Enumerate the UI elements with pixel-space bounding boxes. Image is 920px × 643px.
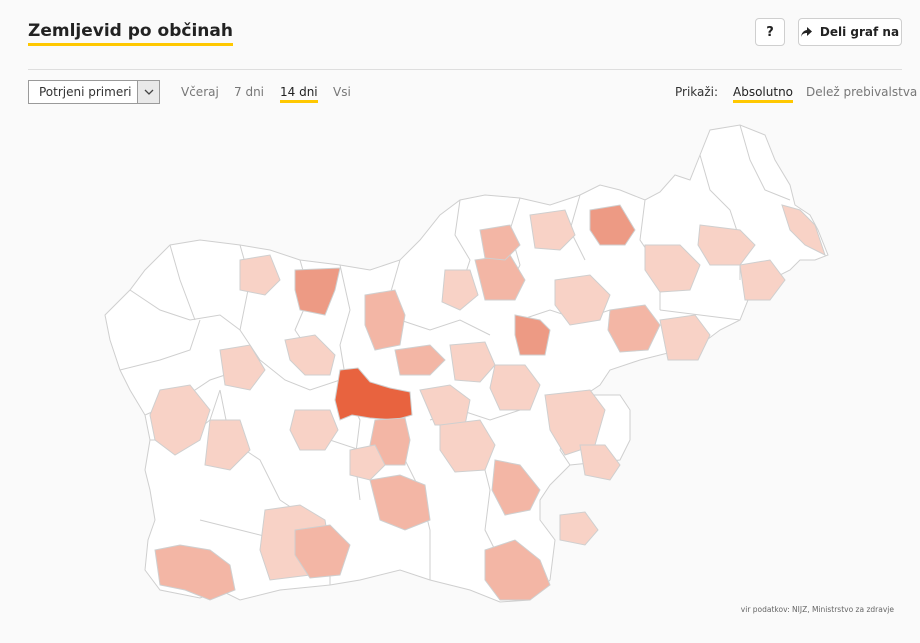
header-divider xyxy=(28,69,902,70)
period-tab-7-days[interactable]: 7 dni xyxy=(234,85,265,99)
region-rogaska xyxy=(659,314,711,361)
region-nova-gorica xyxy=(149,384,211,456)
region-kranj xyxy=(294,267,341,316)
period-tab-yesterday[interactable]: Včeraj xyxy=(181,85,219,99)
region-koper xyxy=(154,544,236,601)
region-ravne xyxy=(479,224,521,261)
mode-tab-population-share[interactable]: Delež prebivalstva xyxy=(806,85,918,99)
region-novo-mesto xyxy=(491,459,541,516)
period-tab-all[interactable]: Vsi xyxy=(333,85,351,99)
region-ilirska-bistrica xyxy=(294,524,351,579)
region-lasko xyxy=(489,364,541,411)
metric-select-value: Potrjeni primeri xyxy=(39,85,132,99)
region-grosuplje xyxy=(369,417,411,466)
region-skofja-loka xyxy=(284,334,336,376)
region-ajdovscina xyxy=(219,344,266,391)
region-cerknica xyxy=(349,444,386,481)
help-button[interactable]: ? xyxy=(755,18,785,46)
data-source: vir podatkov: NIJZ, Ministrstvo za zdrav… xyxy=(740,605,894,614)
region-ljubljana xyxy=(334,367,413,421)
region-murska-sobota xyxy=(781,204,826,256)
share-arrow-icon xyxy=(800,27,812,37)
share-button-label: Deli graf na xyxy=(819,25,900,39)
region-idrija xyxy=(204,419,251,471)
region-kamnik xyxy=(364,289,406,351)
region-slovenske-konjice xyxy=(554,274,611,326)
municipality-map xyxy=(104,124,829,603)
region-jesenice xyxy=(441,269,479,311)
municipality-regions xyxy=(149,204,826,601)
region-radovljica xyxy=(239,254,281,296)
region-dravograd xyxy=(529,209,576,251)
mode-tab-absolute[interactable]: Absolutno xyxy=(733,84,794,103)
region-lendava xyxy=(739,259,786,301)
region-ribnica xyxy=(369,474,431,531)
share-button[interactable]: Deli graf na xyxy=(798,18,902,46)
show-label: Prikaži: xyxy=(675,85,719,99)
page-title: Zemljevid po občinah xyxy=(28,20,233,46)
region-celje xyxy=(514,314,551,356)
region-zalec xyxy=(607,304,661,353)
region-metlika xyxy=(559,511,599,546)
region-sevnica xyxy=(439,419,496,473)
region-trbovlje xyxy=(449,341,496,383)
metric-select[interactable]: Potrjeni primeri xyxy=(28,80,160,104)
region-ptuj xyxy=(644,244,701,293)
region-domzale xyxy=(394,344,446,376)
region-vrhnika xyxy=(289,409,339,451)
region-maribor xyxy=(589,204,636,246)
region-kocevje xyxy=(484,539,551,601)
period-tab-14-days[interactable]: 14 dni xyxy=(280,84,318,103)
chevron-down-icon[interactable] xyxy=(137,81,159,103)
region-brezice xyxy=(579,444,621,481)
region-litija xyxy=(419,384,471,426)
